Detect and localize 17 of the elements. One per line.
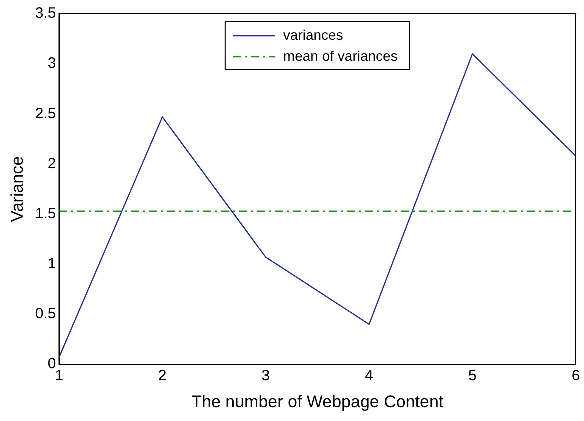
legend-label: mean of variances (283, 48, 398, 64)
y-tick-label: 1.5 (35, 205, 56, 222)
x-tick-label: 6 (572, 368, 580, 385)
x-tick-label: 2 (158, 368, 167, 385)
x-axis-title: The number of Webpage Content (192, 392, 444, 412)
x-tick-label: 3 (262, 368, 270, 385)
y-axis-title: Variance (8, 156, 27, 222)
y-tick-label: 0 (48, 356, 56, 373)
y-tick-label: 3.5 (35, 5, 56, 22)
y-tick-label: 3 (48, 55, 56, 72)
y-tick-label: 0.5 (35, 306, 56, 323)
x-tick-label: 4 (365, 368, 374, 385)
y-tick-label: 2 (48, 155, 56, 172)
y-tick-label: 2.5 (35, 105, 56, 122)
legend-label: variances (283, 26, 344, 43)
y-tick-label: 1 (48, 256, 56, 273)
x-tick-label: 5 (468, 368, 477, 385)
